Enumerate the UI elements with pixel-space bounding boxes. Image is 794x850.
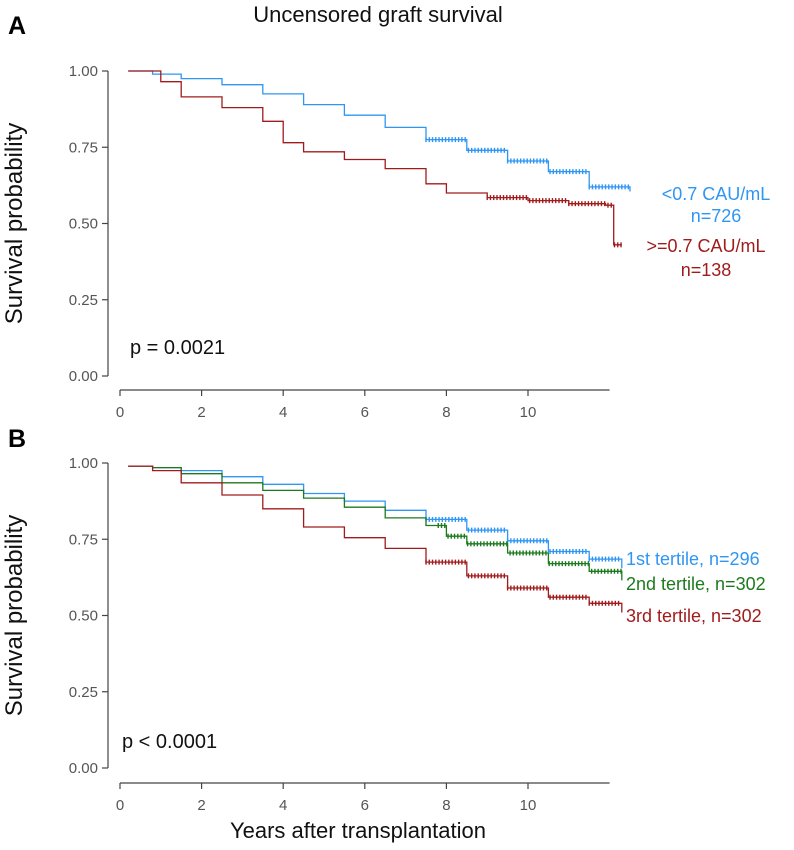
p-value-a: p = 0.0021	[130, 337, 225, 359]
y-tick-label: 0.00	[69, 760, 98, 777]
legend-label: 2nd tertile, n=302	[626, 574, 766, 594]
series-b-3: 3rd tertile, n=302	[128, 465, 762, 626]
legend-label: 1st tertile, n=296	[626, 549, 760, 569]
figure-title: Uncensored graft survival	[253, 2, 502, 27]
series-a-1: <0.7 CAU/mLn=726	[128, 70, 771, 226]
survival-curve	[128, 70, 622, 246]
x-tick-label: 6	[361, 404, 369, 421]
y-axis-label-b: Survival probability	[1, 515, 28, 716]
legend-label: >=0.7 CAU/mL	[646, 236, 765, 256]
x-tick-label: 2	[197, 797, 205, 814]
y-tick-label: 0.25	[69, 292, 98, 309]
x-tick-label: 2	[197, 404, 205, 421]
x-tick-label: 4	[279, 404, 287, 421]
axes-b: 0.00 0.25 0.50 0.75 1.00 0 2 4 6 8 10	[69, 455, 610, 814]
x-tick-label: 8	[442, 797, 450, 814]
y-tick-label: 0.25	[69, 684, 98, 701]
survival-curve	[128, 465, 623, 613]
survival-curve	[128, 70, 631, 192]
panel-b-chart: B Survival probability 0.00 0.25 0.50 0.75 1.0…	[1, 425, 766, 814]
legend-count: n=138	[681, 260, 732, 280]
x-tick-label: 6	[361, 797, 369, 814]
x-tick-label: 10	[520, 404, 537, 421]
x-tick-label: 0	[116, 404, 124, 421]
x-tick-label: 8	[442, 404, 450, 421]
survival-curve	[128, 465, 623, 581]
axes-a: 0.00 0.25 0.50 0.75 1.00 0 2 4 6 8 10	[69, 63, 610, 421]
legend-label: <0.7 CAU/mL	[662, 184, 771, 204]
series-b-1: 1st tertile, n=296	[128, 465, 760, 569]
y-axis-label-a: Survival probability	[1, 123, 28, 324]
y-tick-label: 1.00	[69, 455, 98, 472]
x-tick-label: 10	[520, 797, 537, 814]
panel-label-b: B	[8, 425, 26, 453]
series-a-2: >=0.7 CAU/mL n=138	[128, 70, 766, 280]
y-tick-label: 0.75	[69, 531, 98, 548]
x-axis-label: Years after transplantation	[230, 818, 486, 843]
x-tick-label: 0	[116, 797, 124, 814]
y-tick-label: 1.00	[69, 63, 98, 80]
panel-label-a: A	[8, 12, 26, 40]
survival-curve	[128, 465, 623, 569]
legend-count: n=726	[691, 206, 742, 226]
legend-label: 3rd tertile, n=302	[626, 606, 762, 626]
series-b-2: 2nd tertile, n=302	[128, 465, 766, 594]
y-tick-label: 0.75	[69, 139, 98, 156]
panel-a-chart: A Survival probability 0.00 0.25 0.50 0.75 1.0…	[1, 12, 770, 421]
p-value-b: p < 0.0001	[122, 731, 217, 753]
y-tick-label: 0.50	[69, 216, 98, 233]
y-tick-label: 0.50	[69, 608, 98, 625]
x-tick-label: 4	[279, 797, 287, 814]
y-tick-label: 0.00	[69, 368, 98, 385]
